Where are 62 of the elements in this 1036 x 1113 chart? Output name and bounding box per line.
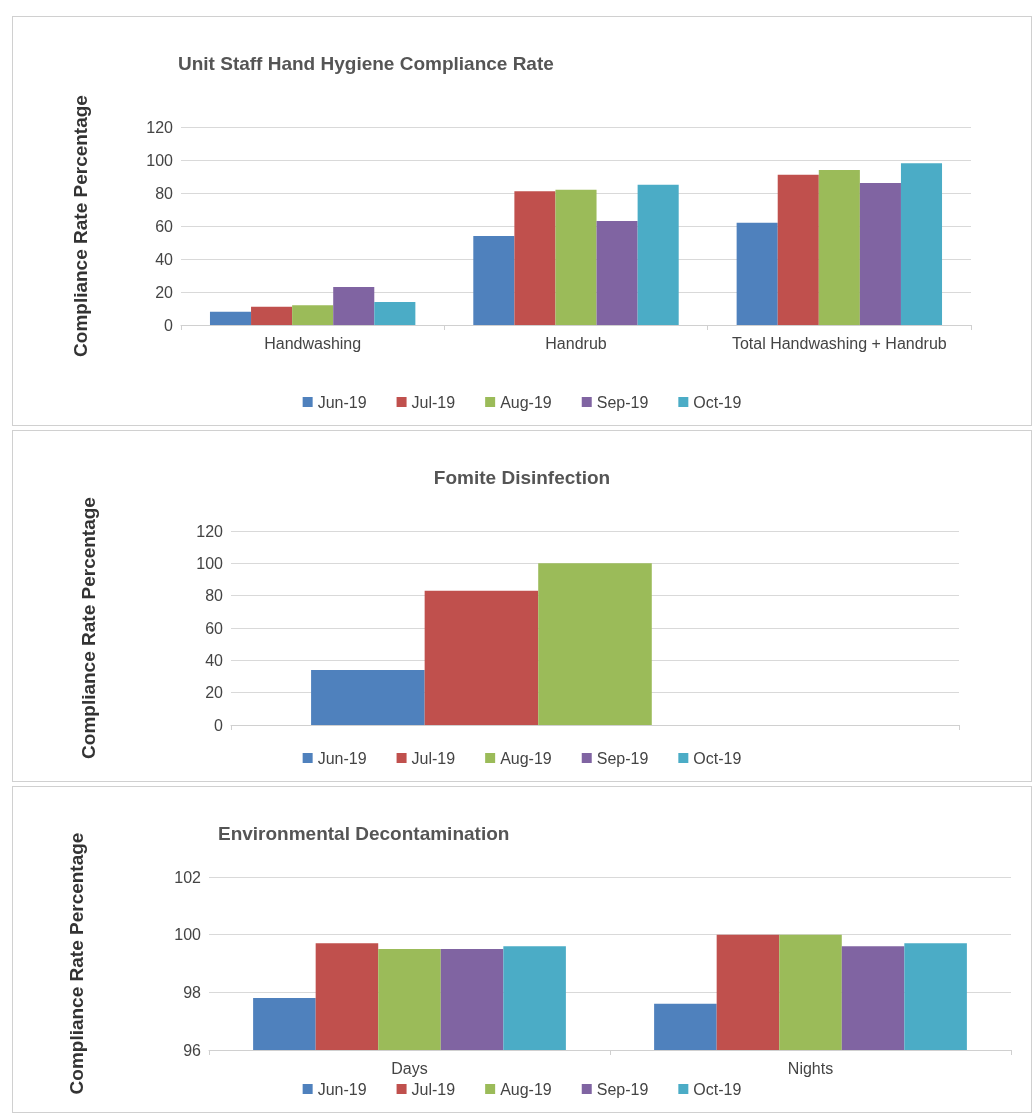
y-tick-label: 98 [183,983,202,1001]
y-tick-label: 20 [155,283,174,301]
legend-label: Jul-19 [411,1080,456,1098]
x-tick-label: Handwashing [264,334,362,352]
bar [596,221,638,325]
y-tick-label: 20 [205,684,224,702]
x-tick-label: Nights [787,1059,834,1077]
bar [555,189,597,325]
y-tick-label: 100 [196,554,224,572]
y-tick-label: 120 [146,118,174,136]
legend-label: Jul-19 [411,393,456,411]
legend-label: Aug-19 [500,749,552,767]
legend-label: Oct-19 [693,1080,742,1098]
bar [333,287,375,325]
legend-label: Sep-19 [596,1080,649,1098]
y-tick-label: 40 [205,651,224,669]
y-axis-title: Compliance Rate Percentage [65,832,87,1095]
bar [251,306,293,325]
legend-label: Oct-19 [693,749,742,767]
y-tick-label: 100 [146,151,174,169]
legend-label: Sep-19 [596,749,649,767]
bar [292,305,334,325]
x-tick-label: Days [391,1059,428,1077]
legend-label: Jun-19 [317,749,367,767]
y-tick-label: 0 [164,316,174,334]
bar [637,184,679,325]
bar [538,563,652,725]
y-tick-label: 0 [214,716,224,734]
bar [514,191,556,325]
y-tick-label: 60 [205,619,224,637]
bar [311,670,425,725]
x-tick-label: Total Handwashing + Handrub [731,334,947,352]
legend-label: Aug-19 [500,393,552,411]
chart-title: Fomite Disinfection [433,467,611,488]
y-tick-label: 102 [174,868,202,886]
y-axis-title: Compliance Rate Percentage [69,95,91,357]
bar [209,311,252,325]
bar [859,183,901,325]
bar [473,235,515,325]
x-tick-label: Handrub [545,334,607,352]
bar [736,222,778,325]
y-tick-label: 80 [155,184,174,202]
bar [900,163,943,325]
y-tick-label: 100 [174,926,202,944]
y-tick-label: 96 [183,1041,202,1059]
y-tick-label: 80 [205,587,224,605]
bar [777,174,819,325]
bar [424,590,539,725]
bar [374,301,416,325]
legend-label: Oct-19 [693,393,742,411]
y-tick-label: 40 [155,250,174,268]
y-axis-title: Compliance Rate Percentage [77,497,99,759]
legend-label: Jun-19 [317,393,367,411]
y-tick-label: 60 [155,217,174,235]
legend-label: Aug-19 [500,1080,552,1098]
chart-title: Environmental Decontamination [218,823,510,844]
legend-label: Sep-19 [596,393,649,411]
y-tick-label: 120 [196,522,224,540]
legend-label: Jul-19 [411,749,456,767]
bar [818,169,860,325]
chart-title: Unit Staff Hand Hygiene Compliance Rate [178,53,554,74]
legend-label: Jun-19 [317,1080,367,1098]
